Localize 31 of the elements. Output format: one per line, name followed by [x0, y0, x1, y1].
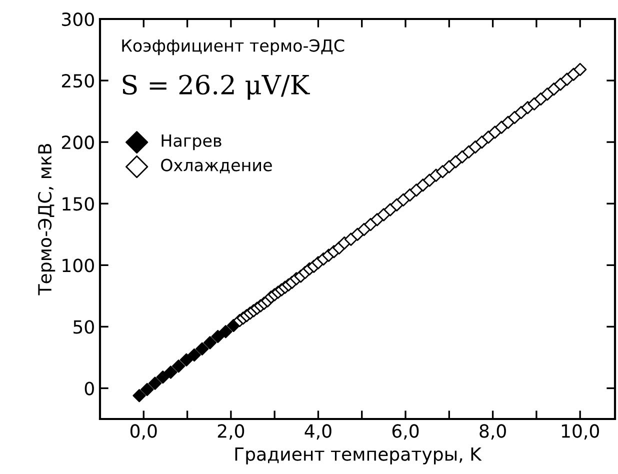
legend-label: Нагрев: [162, 134, 222, 150]
point: [219, 325, 232, 338]
annotation: Коэффициент термо-ЭДС: [122, 39, 344, 56]
point: [180, 353, 194, 367]
x-tick-label: 2,0: [218, 424, 244, 440]
point: [196, 342, 209, 356]
y-axis-title: Термо-ЭДС, мкВ: [38, 144, 56, 296]
x-tick-label: 8,0: [480, 424, 506, 440]
x-tick-label: 4,0: [304, 424, 332, 440]
point: [188, 348, 201, 362]
point: [203, 336, 217, 350]
y-tick-label: 150: [62, 197, 94, 211]
y-tick-label: 200: [62, 136, 94, 150]
y-tick-label: 250: [62, 74, 94, 88]
x-tick-label: 6,0: [392, 424, 419, 440]
point: [172, 359, 186, 373]
point: [148, 376, 162, 390]
annotation: S = 26.2 μV/K: [122, 74, 310, 100]
y-tick-label: 300: [62, 12, 94, 26]
x-tick-label: 0,0: [130, 424, 157, 440]
point: [132, 389, 146, 402]
y-tick-label: 50: [74, 320, 94, 334]
point: [211, 330, 224, 344]
point: [164, 366, 178, 379]
point: [156, 370, 170, 384]
legend-label: Охлаждение: [161, 158, 272, 174]
x-tick-label: 10,0: [562, 424, 599, 440]
x-axis-title: Градиент температуры, K: [235, 447, 482, 464]
point: [140, 382, 154, 396]
y-tick-label: 100: [62, 258, 94, 272]
y-tick-label: 0: [84, 382, 94, 396]
